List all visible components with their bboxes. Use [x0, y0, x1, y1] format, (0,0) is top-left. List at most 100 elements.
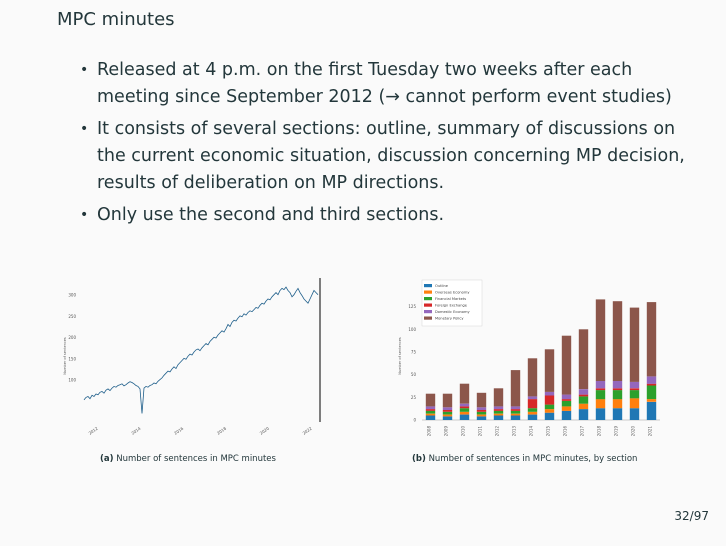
y-tick-label: 300	[68, 293, 76, 298]
bar-segment	[561, 394, 572, 400]
bar-segment	[459, 383, 470, 404]
bar-segment	[612, 408, 623, 420]
x-tick-label: 2012	[88, 426, 100, 436]
bar-segment	[561, 410, 572, 420]
bar-segment	[629, 307, 640, 382]
bar-segment	[459, 411, 470, 415]
bar-segment	[510, 406, 521, 410]
bar-segment	[442, 407, 453, 410]
bar-segment	[578, 389, 589, 395]
bar-segment	[595, 399, 606, 409]
bar-segment	[646, 383, 657, 386]
bar-segment	[612, 399, 623, 409]
y-tick-label: 100	[68, 378, 76, 383]
bar-segment	[561, 399, 572, 401]
bar-segment	[459, 406, 470, 409]
bar-segment	[612, 388, 623, 391]
bar-segment	[612, 381, 623, 389]
bar-segment	[646, 302, 657, 377]
bar-segment	[493, 406, 504, 410]
bullet-text: It consists of several sections: outline…	[97, 119, 685, 193]
x-tick-label: 2017	[580, 426, 585, 437]
slide-title: MPC minutes	[57, 9, 175, 30]
bar-segment	[442, 393, 453, 408]
bar-segment	[612, 301, 623, 381]
bar-segment	[510, 409, 521, 411]
y-tick-label: 200	[68, 335, 76, 340]
bar-segment	[493, 410, 504, 414]
caption-b-text: Number of sentences in MPC minutes, by s…	[428, 454, 638, 464]
y-tick-label: 25	[411, 395, 417, 400]
bar-segment	[527, 411, 538, 415]
bar-segment	[561, 401, 572, 407]
bar-segment	[510, 370, 521, 407]
bar-segment	[493, 409, 504, 411]
bar-segment	[459, 408, 470, 412]
legend-swatch	[424, 310, 432, 314]
bar-segment	[629, 381, 640, 389]
legend-label: Financial Markets	[435, 297, 466, 301]
bar-segment	[629, 408, 640, 420]
bullet-dot-icon: •	[80, 207, 89, 223]
x-tick-label: 2016	[173, 426, 185, 436]
bar-segment	[527, 358, 538, 397]
bar-segment	[578, 394, 589, 397]
bar-segment	[544, 404, 555, 410]
bar-segment	[595, 388, 606, 391]
legend-label: Foreign Exchange	[435, 304, 468, 308]
bar-segment	[578, 329, 589, 390]
bar-segment	[612, 390, 623, 400]
bar-segment	[544, 409, 555, 413]
bar-segment	[510, 413, 521, 416]
bar-segment	[646, 399, 657, 402]
bar-segment	[476, 410, 487, 412]
bar-segment	[425, 415, 436, 420]
bar-segment	[425, 406, 436, 410]
y-axis-label: Number of sentences	[398, 337, 402, 375]
bar-segment	[425, 413, 436, 416]
y-tick-label: 125	[408, 304, 416, 309]
x-tick-label: 2011	[478, 426, 483, 437]
bar-segment	[544, 412, 555, 420]
bar-segment	[527, 396, 538, 400]
x-tick-label: 2022	[302, 426, 314, 436]
bar-segment	[442, 411, 453, 415]
x-tick-label: 2012	[495, 426, 500, 437]
bar-segment	[646, 385, 657, 400]
x-tick-label: 2020	[631, 426, 636, 437]
legend-label: Overseas Economy	[435, 291, 470, 295]
y-tick-label: 250	[68, 314, 76, 319]
bar-segment	[425, 409, 436, 411]
bar-segment	[493, 388, 504, 407]
bar-segment	[629, 388, 640, 391]
caption-a-text: Number of sentences in MPC minutes	[116, 454, 276, 464]
legend-swatch	[424, 303, 432, 307]
x-tick-label: 2009	[444, 426, 449, 437]
legend-label: Monetary Policy	[435, 317, 464, 321]
series-line	[83, 286, 319, 414]
bar-segment	[425, 410, 436, 414]
bar-segment	[425, 393, 436, 407]
y-tick-label: 75	[411, 350, 417, 355]
caption-a-label: (a)	[100, 454, 114, 464]
bar-segment	[476, 392, 487, 408]
caption-a: (a) Number of sentences in MPC minutes	[100, 454, 276, 464]
bar-segment	[595, 381, 606, 389]
bar-segment	[442, 416, 453, 420]
bullet-text: Released at 4 p.m. on the first Tuesday …	[97, 60, 672, 107]
bar-segment	[493, 413, 504, 416]
bar-segment	[510, 415, 521, 420]
bar-segment	[578, 409, 589, 420]
bar-segment	[629, 398, 640, 409]
x-tick-label: 2013	[512, 426, 517, 437]
x-tick-label: 2014	[529, 426, 534, 437]
legend-swatch	[424, 284, 432, 288]
bar-segment	[510, 410, 521, 414]
bullet-dot-icon: •	[80, 62, 89, 78]
bullet-text: Only use the second and third sections.	[97, 205, 445, 225]
x-tick-label: 2008	[427, 426, 432, 437]
bar-segment	[595, 408, 606, 420]
legend-label: Domestic Economy	[435, 310, 470, 314]
bar-segment	[459, 403, 470, 407]
x-tick-label: 2021	[648, 426, 653, 437]
